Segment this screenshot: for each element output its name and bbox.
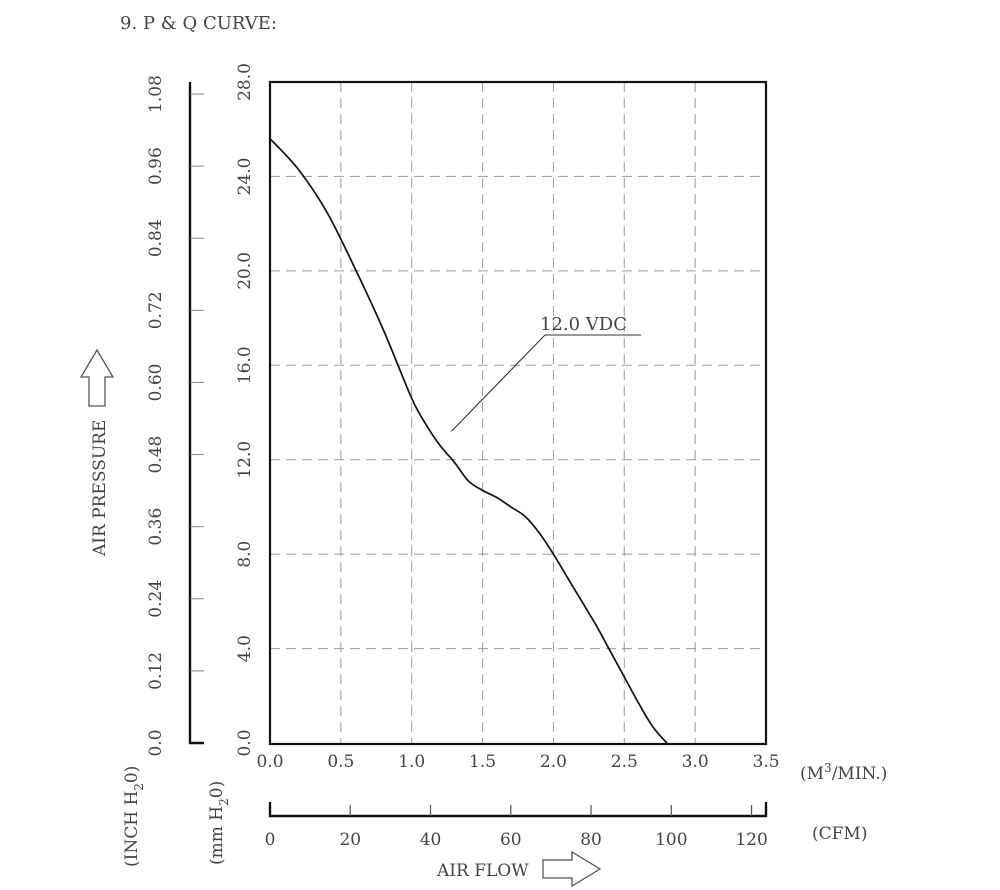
- cfm-tick-label: 120: [735, 830, 767, 850]
- inch-h2o-axis-line: [188, 82, 204, 745]
- cfm-axis: 0 20 40 60 80 100 120: [265, 805, 768, 850]
- y-tick-label: 12.0: [235, 441, 255, 479]
- y-axis-title: AIR PRESSURE: [90, 420, 110, 557]
- up-arrow-icon: [79, 348, 115, 407]
- annotation-leader: [450, 334, 641, 432]
- cfm-tick-label: 80: [580, 830, 602, 850]
- x-tick-label: 0.0: [256, 752, 283, 772]
- inch-tick-label: 0.72: [146, 291, 166, 329]
- y-tick-label: 28.0: [235, 63, 255, 101]
- x-axis-title: AIR FLOW: [436, 861, 529, 881]
- m3-min-axis: 0.0 0.5 1.0 1.5 2.0 2.5 3.0 3.5: [256, 752, 779, 772]
- y-tick-label: 20.0: [235, 252, 255, 290]
- x-tick-label: 0.5: [327, 752, 354, 772]
- mm-h2o-axis: 0.0 4.0 8.0 12.0 16.0 20.0 24.0 28.0: [235, 63, 255, 756]
- inch-tick-label: 0.60: [146, 364, 166, 402]
- cfm-tick-label: 20: [339, 830, 361, 850]
- cfm-tick-label: 40: [420, 830, 442, 850]
- y-tick-label: 16.0: [235, 346, 255, 384]
- m3-min-unit-label: (M3/MIN.): [800, 761, 887, 784]
- inch-tick-label: 0.36: [146, 508, 166, 546]
- y-tick-label: 8.0: [235, 541, 255, 568]
- inch-tick-label: 0.48: [146, 436, 166, 474]
- inch-h2o-axis: 0.0 0.12 0.24 0.36 0.48 0.60 0.72 0.84 0.96 1.08: [146, 75, 204, 757]
- x-tick-label: 2.5: [611, 752, 638, 772]
- x-tick-label: 3.5: [752, 752, 779, 772]
- y-tick-label: 0.0: [235, 729, 255, 756]
- grid: [270, 82, 766, 743]
- inch-tick-label: 1.08: [146, 75, 166, 113]
- cfm-tick-label: 0: [265, 830, 276, 850]
- inch-tick-label: 0.0: [146, 729, 166, 756]
- inch-tick-label: 0.24: [146, 580, 166, 618]
- cfm-axis-line: [268, 802, 768, 818]
- cfm-tick-label: 100: [655, 830, 687, 850]
- x-tick-label: 1.0: [398, 752, 425, 772]
- x-tick-label: 1.5: [469, 752, 496, 772]
- inch-tick-label: 0.84: [146, 219, 166, 257]
- inch-tick-label: 0.96: [146, 147, 166, 185]
- mm-h2o-unit-label: (mm H20): [207, 781, 231, 865]
- series-line-12vdc: [269, 138, 668, 744]
- x-tick-label: 3.0: [682, 752, 709, 772]
- annotation-label: 12.0 VDC: [540, 314, 627, 335]
- x-tick-label: 2.0: [540, 752, 567, 772]
- inch-h2o-unit-label: (INCH H20): [122, 766, 146, 867]
- plot-frame: [268, 80, 768, 746]
- chart-title: 9. P & Q CURVE:: [120, 13, 277, 34]
- cfm-tick-label: 60: [500, 830, 522, 850]
- cfm-unit-label: (CFM): [812, 824, 867, 844]
- right-arrow-icon: [542, 850, 602, 888]
- y-tick-label: 4.0: [235, 635, 255, 662]
- inch-tick-label: 0.12: [146, 652, 166, 690]
- y-tick-label: 24.0: [235, 157, 255, 195]
